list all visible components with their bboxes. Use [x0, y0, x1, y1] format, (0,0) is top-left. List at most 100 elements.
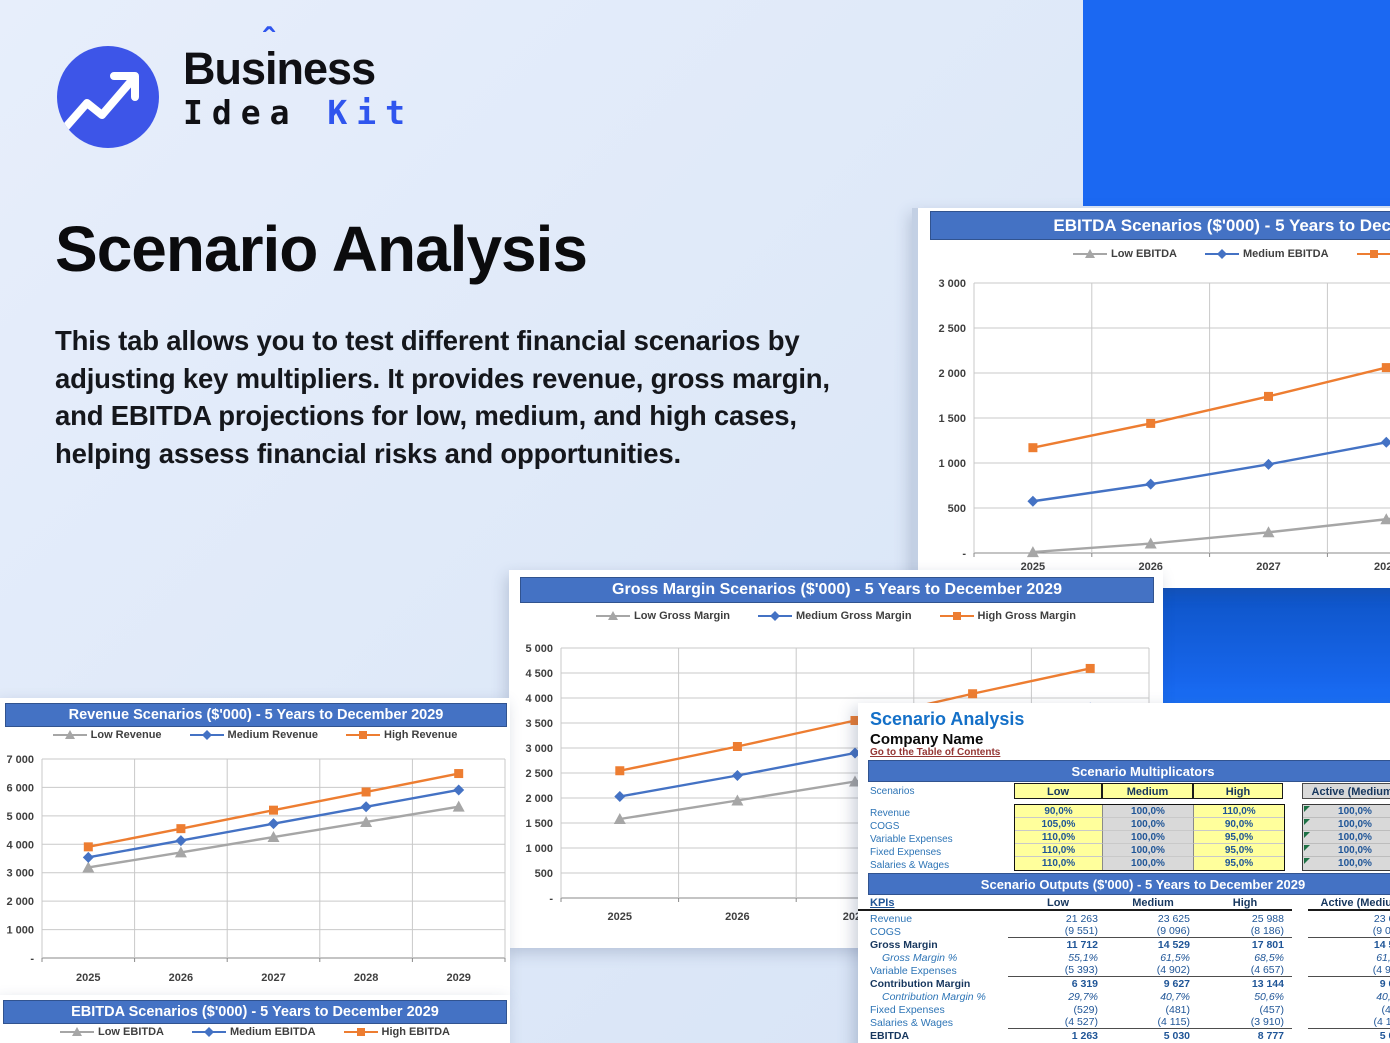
legend-label: Low Gross Margin [634, 610, 731, 622]
svg-text:-: - [30, 953, 34, 965]
svg-text:-: - [549, 893, 553, 905]
multiplicator-cell-high[interactable]: 95,0% [1194, 844, 1284, 857]
outputs-header-bar: Scenario Outputs ($'000) - 5 Years to De… [868, 873, 1390, 895]
kpi-value: 9 627 [1163, 977, 1190, 990]
blue-circumflex: ˆ [263, 22, 274, 60]
chart-plot: - 1 000 2 000 3 000 4 000 5 000 6 000 7 000 2025… [6, 754, 506, 984]
kpi-value: 23 625 [1157, 912, 1190, 925]
svg-text:2 000: 2 000 [525, 793, 553, 805]
active-scenario-cell[interactable]: 100,0% [1303, 844, 1390, 857]
kpi-value: 1 263 [1071, 1029, 1098, 1042]
multiplicator-cell-low[interactable]: 110,0% [1015, 857, 1103, 870]
svg-text:3 000: 3 000 [525, 743, 553, 755]
kpi-value: 9 627 [1379, 977, 1390, 990]
active-scenario-cell[interactable]: 100,0% [1303, 818, 1390, 831]
kpi-row: EBITDA 1 263 5 030 8 777 5 030 [858, 1029, 1390, 1042]
kpi-label: Salaries & Wages [870, 1016, 954, 1029]
svg-text:5 000: 5 000 [525, 643, 553, 655]
multiplicator-cell-low[interactable]: 110,0% [1015, 831, 1103, 844]
active-scenario-cell[interactable]: 100,0% [1303, 831, 1390, 844]
svg-text:2026: 2026 [169, 972, 193, 984]
kpi-value: 14 529 [1373, 938, 1390, 951]
svg-text:1 000: 1 000 [938, 458, 966, 470]
ebitda-scenarios-chart-bottom: EBITDA Scenarios ($'000) - 5 Years to De… [0, 995, 510, 1043]
kpi-label: Gross Margin % [882, 951, 958, 964]
table-of-contents-link[interactable]: Go to the Table of Contents [870, 747, 1001, 758]
chart-title-bar: EBITDA Scenarios ($'000) - 5 Years to De… [930, 211, 1390, 240]
legend-item: Low EBITDA [59, 1026, 164, 1038]
kpi-value: 23 625 [1373, 912, 1390, 925]
kpi-label: Gross Margin [870, 938, 938, 951]
svg-text:1 500: 1 500 [525, 818, 553, 830]
kpi-row: Variable Expenses (5 393) (4 902) (4 657) (4… [858, 964, 1390, 977]
brand-name-bottom: Idea Kit [183, 93, 414, 132]
multiplicator-row-label: Variable Expenses [870, 834, 953, 845]
kpi-value: (9 096) [1108, 925, 1198, 938]
legend-label: Low Revenue [90, 729, 162, 741]
legend-item: Low Revenue [52, 729, 162, 741]
scenarios-row-label: Scenarios [870, 786, 915, 797]
kpi-row: Gross Margin % 55,1% 61,5% 68,5% 61,5% [858, 951, 1390, 964]
kpi-value: (9 551) [1008, 925, 1108, 938]
svg-text:3 000: 3 000 [938, 278, 966, 290]
multiplicator-cell-high[interactable]: 95,0% [1194, 831, 1284, 844]
multiplicator-cell-low[interactable]: 105,0% [1015, 818, 1103, 831]
scenario-analysis-panel: Scenario Analysis Company Name Go to the… [858, 703, 1390, 1043]
multiplicators-header-bar: Scenario Multiplicators [868, 760, 1390, 782]
outputs-column-header: KPIs [858, 897, 1008, 911]
multiplicator-row-label: Salaries & Wages [870, 860, 950, 871]
legend-item: Low Gross Margin [596, 610, 730, 622]
legend-item: High EBITDA [343, 1026, 450, 1038]
kpi-row: Salaries & Wages (4 527) (4 115) (3 910) (4 … [858, 1016, 1390, 1029]
page-description: This tab allows you to test different fi… [55, 325, 830, 470]
revenue-scenarios-chart: Revenue Scenarios ($'000) - 5 Years to D… [0, 698, 510, 995]
kpi-label: Contribution Margin % [882, 990, 986, 1003]
svg-text:4 000: 4 000 [6, 839, 34, 851]
multiplicator-cell-medium: 100,0% [1103, 818, 1194, 831]
kpi-value: (4 115) [1308, 1016, 1390, 1029]
multiplicator-cell-medium: 100,0% [1103, 831, 1194, 844]
svg-text:5 000: 5 000 [6, 811, 34, 823]
multiplicators-table: Scenarios Low Medium High Active (Medium) … [858, 783, 1390, 873]
multiplicator-cell-low[interactable]: 90,0% [1015, 805, 1103, 818]
kpi-label: EBITDA [870, 1029, 910, 1042]
kpi-value: (481) [1165, 1003, 1190, 1016]
active-scenario-cell[interactable]: 100,0% [1303, 805, 1390, 818]
svg-text:7 000: 7 000 [6, 754, 34, 766]
chart-title-bar: Revenue Scenarios ($'000) - 5 Years to D… [5, 703, 507, 727]
svg-text:2 000: 2 000 [6, 896, 34, 908]
legend-item: High Revenue [346, 729, 457, 741]
svg-text:1 000: 1 000 [6, 925, 34, 937]
active-scenario-cell[interactable]: 100,0% [1303, 857, 1390, 870]
kpi-value: 61,5% [1160, 951, 1190, 964]
multiplicator-cell-high[interactable]: 95,0% [1194, 857, 1284, 870]
legend-label: Medium Gross Margin [796, 610, 912, 622]
kpi-value: 25 988 [1251, 912, 1284, 925]
multiplicator-cell-high[interactable]: 90,0% [1194, 818, 1284, 831]
kpi-value: (3 910) [1198, 1016, 1292, 1029]
kpi-row: Gross Margin 11 712 14 529 17 801 14 529 [858, 938, 1390, 951]
ebitda-scenarios-chart: EBITDA Scenarios ($'000) - 5 Years to De… [912, 208, 1390, 588]
chart-legend: Low Revenue Medium Revenue High Revenue [0, 729, 510, 741]
svg-text:2 500: 2 500 [938, 323, 966, 335]
svg-text:3 500: 3 500 [525, 718, 553, 730]
legend-label: Medium Revenue [227, 729, 318, 741]
svg-text:4 000: 4 000 [525, 693, 553, 705]
multiplicator-cell-low[interactable]: 110,0% [1015, 844, 1103, 857]
kpi-value: 17 801 [1251, 938, 1284, 951]
decorative-blue-block-mid-right [1160, 588, 1390, 704]
chart-legend: Low EBITDA Medium EBITDA High EBITDA [918, 248, 1390, 260]
legend-label: Low EBITDA [1110, 248, 1177, 260]
multiplicator-cell-high[interactable]: 110,0% [1194, 805, 1284, 818]
legend-item: High EBITDA [1356, 248, 1390, 260]
kpi-value: (4 527) [1008, 1016, 1108, 1029]
kpi-value: (4 657) [1198, 964, 1292, 977]
legend-label: Medium EBITDA [1242, 248, 1329, 260]
kpi-value: 13 144 [1251, 977, 1284, 990]
outputs-column-header: Medium [1108, 897, 1198, 911]
kpi-row: Revenue 21 263 23 625 25 988 23 625 [858, 912, 1390, 925]
svg-text:1 000: 1 000 [525, 843, 553, 855]
multiplicators-input-grid: 90,0% 100,0% 110,0% 105,0% 100,0% 90,0% 110,0%… [1014, 804, 1285, 871]
